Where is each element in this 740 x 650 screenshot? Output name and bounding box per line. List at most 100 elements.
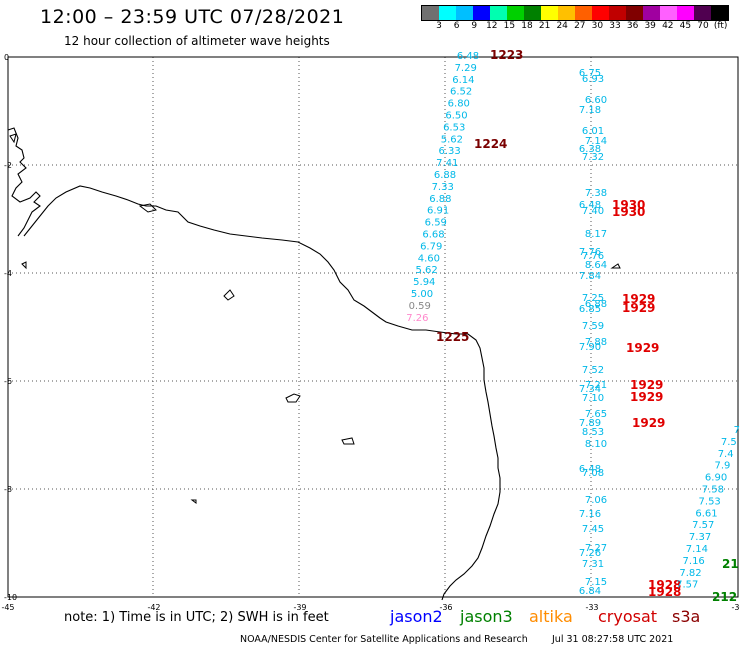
x-tick-label: -36 [439, 603, 452, 612]
wave-height-value: 7.31 [582, 559, 604, 570]
colorbar-swatch [643, 6, 660, 20]
wave-height-value: 6.48 [457, 51, 479, 62]
island-6 [190, 499, 197, 504]
colorbar-swatch [558, 6, 575, 20]
wave-height-value: 7.34 [579, 384, 601, 395]
pass-time-label: 1929 [622, 301, 655, 315]
wave-height-value: 7.76 [582, 251, 604, 262]
x-axis-labels: -45 -42 -39 -36 -33 -30 [1, 603, 740, 612]
wave-height-value: 7.52 [582, 365, 604, 376]
wave-height-value: 7.32 [582, 152, 604, 163]
colorbar-swatch [490, 6, 507, 20]
wave-height-value: 6.53 [443, 122, 465, 133]
pass-time-label: 1929 [630, 378, 663, 392]
pass-time-label: 1929 [632, 416, 665, 430]
grid [8, 56, 738, 597]
colorbar-label: 15 [503, 21, 516, 31]
colorbar-label: 30 [591, 21, 604, 31]
wave-height-value: 7.38 [585, 188, 607, 199]
legend-jason2: jason2 [390, 607, 443, 626]
wave-height-value: 6.33 [438, 146, 460, 157]
colorbar-label: 18 [521, 21, 533, 31]
wave-height-value: 7.45 [582, 524, 604, 535]
wave-height-value: 8.53 [582, 427, 604, 438]
colorbar [421, 5, 729, 21]
pass-time-label: 1225 [436, 330, 469, 344]
island-8 [9, 133, 17, 144]
x-tick-label: -42 [147, 603, 160, 612]
island-7 [610, 263, 621, 269]
wave-height-value: 5.62 [415, 265, 437, 276]
wave-height-value: 6.52 [450, 87, 472, 98]
wave-height-value: 7.14 [585, 136, 607, 147]
pass-time-label: 1929 [626, 341, 659, 355]
credit-line: NOAA/NESDIS Center for Satellite Applica… [240, 634, 528, 645]
y-tick-label: -10 [4, 593, 17, 602]
wave-height-value: 6.79 [420, 241, 442, 252]
island-3 [341, 437, 355, 445]
generated-timestamp: Jul 31 08:27:58 UTC 2021 [552, 634, 674, 645]
wave-height-value: 0.59 [409, 301, 431, 312]
colorbar-swatch [711, 6, 728, 20]
wave-height-value: 7.08 [582, 468, 604, 479]
wave-height-value: 7.58 [702, 485, 724, 496]
colorbar-label: 39 [644, 21, 656, 31]
colorbar-swatch [507, 6, 524, 20]
pass-time-label: 1930 [612, 198, 645, 212]
y-tick-label: -4 [4, 269, 12, 278]
colorbar-labels: 3 6 9 12 15 18 21 24 27 30 33 36 39 42 45 70 (ft) [421, 21, 739, 33]
legend-cryosat: cryosat [598, 607, 658, 626]
coastline [7, 127, 501, 601]
wave-height-value: 6.91 [427, 206, 449, 217]
wave-height-value: 7.90 [579, 342, 601, 353]
wave-height-value: 7.27 [585, 543, 607, 554]
wave-height-value: 7.40 [582, 206, 604, 217]
colorbar-label: 21 [538, 21, 551, 31]
colorbar-label: 33 [609, 21, 621, 31]
x-tick-label: -45 [1, 603, 14, 612]
wave-height-value: 8.64 [585, 260, 607, 271]
wave-height-value: 8.10 [585, 439, 607, 450]
colorbar-swatch [575, 6, 592, 20]
colorbar-swatch [694, 6, 711, 20]
wave-height-value: 7.82 [679, 568, 701, 579]
pass-time-label: 212 [712, 590, 737, 604]
track-c: 77.57.47.96.907.587.536.617.577.377.147.… [676, 425, 740, 604]
wave-height-value: 8.17 [585, 229, 607, 240]
wave-height-value: 6.59 [425, 218, 447, 229]
colorbar-label: 70 [697, 21, 709, 31]
wave-height-value: 7.18 [579, 105, 601, 116]
wave-height-value: 7.16 [579, 509, 601, 520]
wave-height-value: 6.68 [422, 230, 444, 241]
wave-height-value: 7 [734, 425, 740, 436]
colorbar-label: (ft) [713, 21, 728, 31]
colorbar-label: 12 [486, 21, 498, 31]
island-2 [285, 393, 301, 403]
colorbar-label: 36 [626, 21, 639, 31]
wave-height-value: 7.53 [699, 496, 721, 507]
colorbar-swatch [541, 6, 558, 20]
wave-height-value: 7.10 [582, 393, 604, 404]
wave-height-value: 5.00 [411, 289, 433, 300]
wave-height-value: 6.01 [582, 126, 604, 137]
wave-height-value: 6.93 [582, 74, 604, 85]
y-axis-labels: 0 -2 -4 -6 -8 -10 [4, 53, 17, 602]
wave-height-value: 7.57 [692, 520, 714, 531]
wave-height-value: 7.4 [718, 449, 734, 460]
colorbar-swatch [524, 6, 541, 20]
wave-height-value: 7.29 [455, 63, 477, 74]
colorbar-swatch [660, 6, 677, 20]
pass-time-label: 1929 [630, 390, 663, 404]
footer-note: note: 1) Time is in UTC; 2) SWH is in fe… [64, 610, 329, 625]
wave-height-value: 7.33 [432, 182, 454, 193]
wave-height-value: 5.62 [441, 134, 463, 145]
chart-subtitle: 12 hour collection of altimeter wave hei… [64, 34, 330, 48]
wave-height-value: 6.88 [434, 170, 456, 181]
colorbar-swatch [439, 6, 456, 20]
wave-height-value: 6.60 [585, 95, 607, 106]
colorbar-label: 6 [453, 21, 460, 31]
legend-s3a: s3a [672, 607, 701, 626]
wave-height-value: 6.88 [429, 194, 451, 205]
